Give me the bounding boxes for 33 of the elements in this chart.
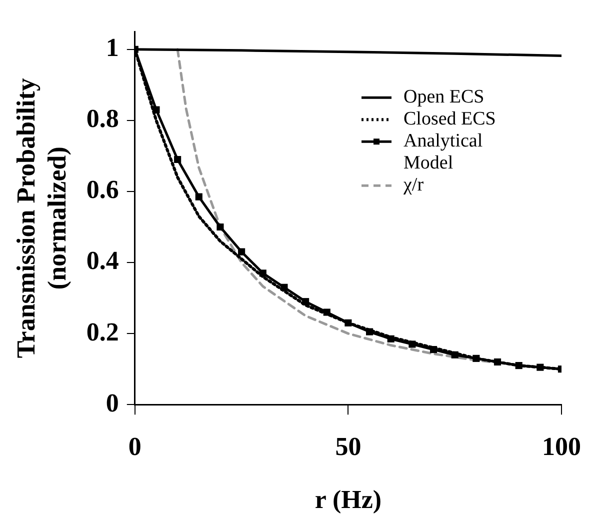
point: [430, 346, 438, 354]
x-tick-label: 50: [335, 432, 362, 461]
y-tick-label: 0: [106, 388, 119, 418]
point: [515, 362, 522, 370]
point: [152, 106, 160, 114]
x-tick-label: 100: [542, 432, 581, 461]
point: [472, 354, 480, 362]
point: [536, 364, 544, 371]
y-axis-title: Transmission Probability (normalized): [11, 78, 72, 358]
y-tick-label: 0.6: [86, 175, 119, 204]
point: [216, 223, 224, 231]
point: [259, 270, 266, 277]
point: [174, 156, 182, 164]
point: [408, 340, 416, 348]
point: [280, 284, 288, 291]
y-tick-label: 1: [106, 33, 119, 62]
point: [387, 335, 394, 342]
x-axis-title: r (Hz): [314, 485, 382, 514]
point: [195, 193, 202, 200]
y-tick-label: 0.4: [86, 246, 119, 276]
x-tick-label: 0: [128, 432, 142, 461]
point: [323, 308, 330, 316]
legend-label: Open ECS: [404, 86, 484, 108]
y-tick-label: 0.8: [86, 104, 119, 134]
point: [366, 328, 374, 336]
point: [494, 358, 502, 366]
y-tick-label: 0.2: [86, 317, 119, 346]
point: [302, 298, 310, 306]
legend-label: χ/r: [402, 174, 424, 196]
legend-label: Closed ECS: [404, 108, 496, 130]
point: [344, 319, 352, 326]
point: [451, 351, 458, 358]
point: [238, 248, 246, 256]
